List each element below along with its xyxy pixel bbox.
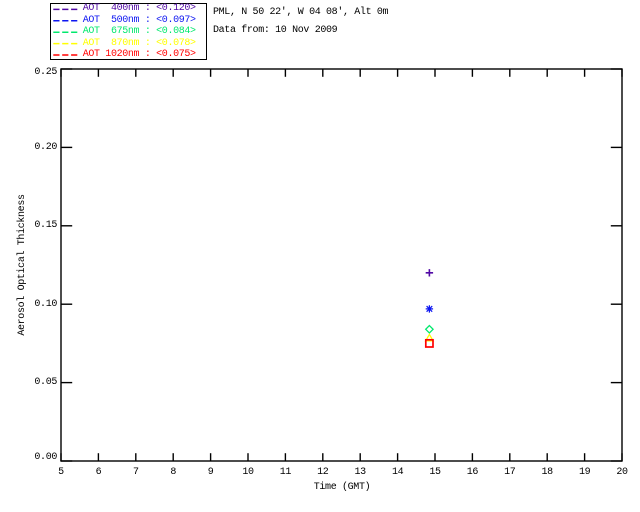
marker-square-1020nm [424, 338, 434, 348]
station-location-text: PML, N 50 22', W 04 08', Alt 0m [213, 7, 389, 18]
legend-label-400nm: AOT 400nm : <0.120> [82, 3, 196, 15]
axes-frame [60, 68, 623, 462]
x-tick-label: 20 [616, 467, 628, 478]
x-tick-label: 14 [391, 467, 404, 478]
x-tick-label: 9 [207, 467, 214, 478]
legend-box [50, 2, 207, 60]
y-tick-label: 0.10 [34, 298, 57, 310]
y-tick-label: 0.05 [34, 377, 57, 389]
x-tick-label: 8 [170, 467, 177, 478]
marker-asterisk-500nm [425, 305, 434, 313]
y-tick-label: 0.25 [34, 66, 57, 78]
y-tick-label: 0.20 [34, 142, 57, 153]
x-tick-label: 11 [279, 467, 292, 478]
x-tick-label: 15 [429, 467, 441, 478]
y-tick-label: 0.15 [34, 220, 57, 232]
x-axis-title: Time (GMT) [313, 482, 371, 493]
marker-triangle-870nm [424, 333, 435, 342]
y-tick-label: 0.00 [34, 451, 57, 463]
x-tick-label: 17 [504, 467, 516, 478]
x-tick-label: 5 [58, 467, 64, 478]
x-tick-label: 18 [541, 467, 554, 478]
x-tick-label: 10 [242, 467, 254, 478]
marker-plus-400nm [425, 269, 434, 277]
legend-label-1020nm: AOT 1020nm : <0.075> [82, 49, 196, 60]
x-tick-label: 7 [132, 467, 139, 478]
data-date-text: Data from: 10 Nov 2009 [213, 25, 338, 36]
y-axis-title: Aerosol Optical Thickness [17, 194, 28, 336]
legend-label-675nm: AOT 675nm : <0.084> [82, 26, 196, 38]
legend-label-870nm: AOT 870nm : <0.078> [82, 37, 196, 49]
legend-label-500nm: AOT 500nm : <0.097> [82, 14, 196, 26]
x-tick-label: 16 [466, 467, 479, 478]
marker-diamond-675nm [424, 324, 435, 334]
x-tick-label: 12 [317, 467, 329, 478]
x-tick-label: 13 [354, 467, 367, 478]
x-tick-label: 19 [578, 467, 591, 478]
x-tick-label: 6 [95, 467, 102, 478]
